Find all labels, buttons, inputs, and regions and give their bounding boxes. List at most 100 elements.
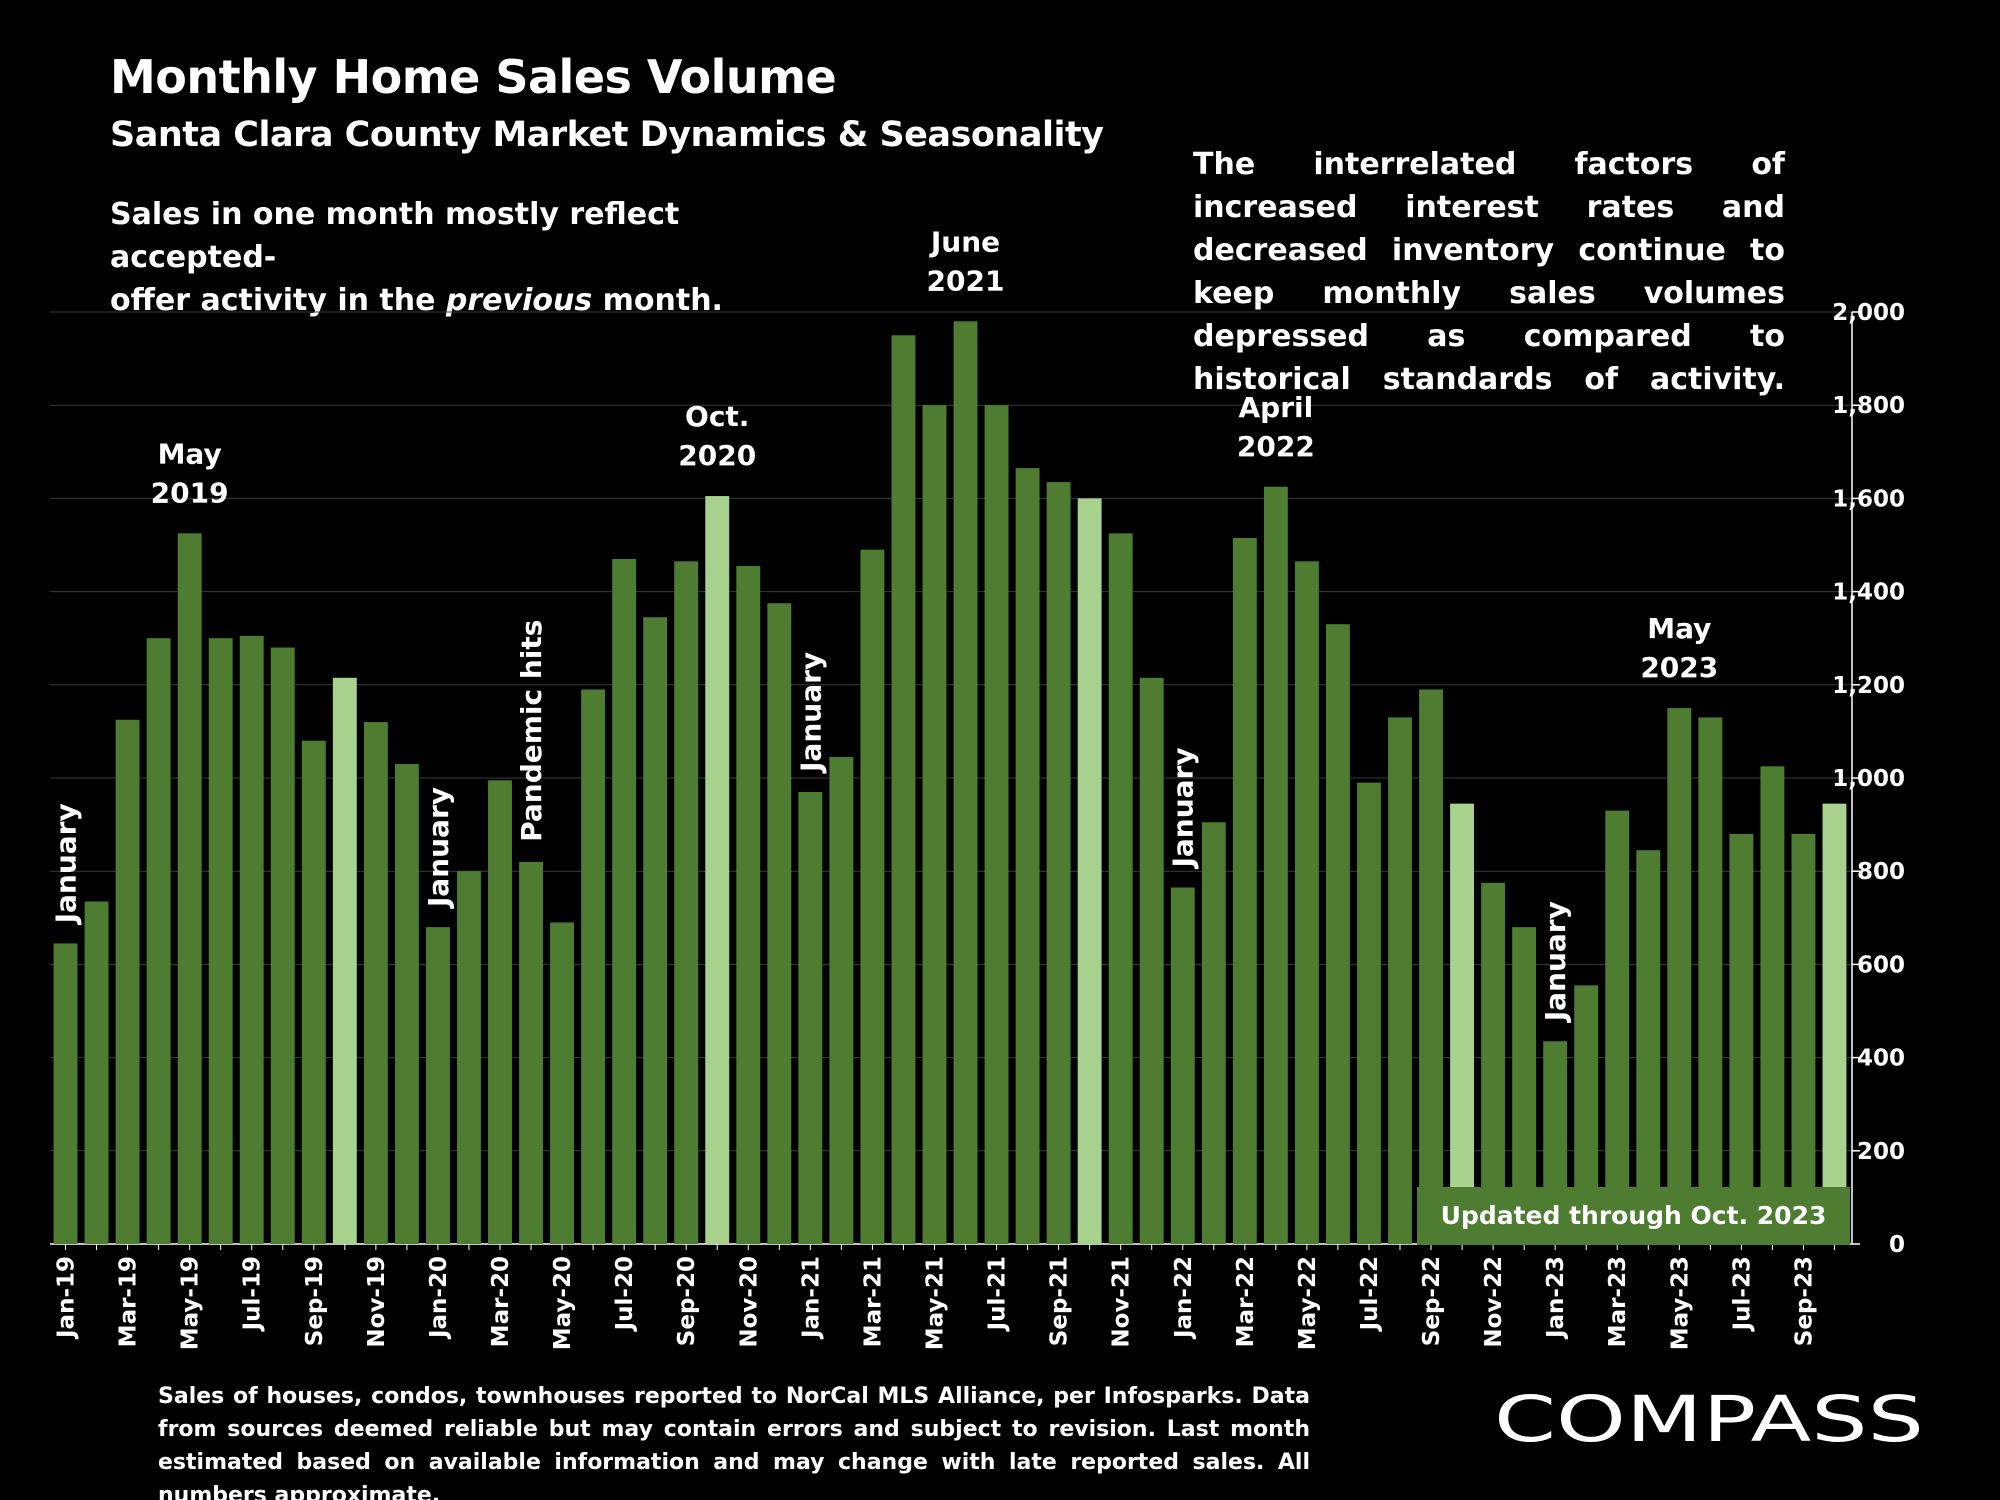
bar: [1729, 833, 1754, 1244]
bar: [115, 719, 140, 1244]
annotation-label: Pandemic hits: [515, 620, 548, 842]
y-tick-label: 200: [1857, 1139, 1905, 1165]
bar: [798, 791, 823, 1244]
bar: [1605, 810, 1630, 1244]
bar: [550, 922, 575, 1244]
x-tick-label: Nov-22: [1481, 1256, 1507, 1348]
y-tick-label: 1,000: [1832, 766, 1905, 792]
bar: [705, 496, 730, 1244]
x-tick-label: May-23: [1667, 1256, 1693, 1350]
x-tick-label: Jul-20: [612, 1256, 638, 1332]
x-tick-label: Jan-19: [54, 1256, 80, 1340]
bar: [1325, 624, 1350, 1244]
bar: [1698, 717, 1723, 1244]
bar: [1388, 717, 1412, 1244]
bar: [177, 533, 202, 1244]
bar: [922, 405, 947, 1244]
bar: [146, 638, 171, 1244]
annotation-label: June: [929, 225, 1000, 258]
x-tick-label: Sep-20: [674, 1256, 700, 1346]
y-tick-label: 400: [1857, 1046, 1905, 1072]
bar: [860, 549, 885, 1244]
bar: [1077, 498, 1102, 1244]
y-tick-label: 600: [1857, 952, 1905, 978]
x-tick-label: Jan-22: [1171, 1256, 1197, 1340]
annotation-label: January: [794, 652, 827, 774]
bar: [208, 638, 233, 1244]
y-tick-label: 1,400: [1832, 580, 1905, 606]
annotation-label: May: [158, 437, 222, 470]
bar: [84, 901, 109, 1244]
bar: [457, 871, 481, 1244]
bar: [488, 780, 512, 1244]
y-tick-label: 1,600: [1832, 486, 1905, 512]
compass-logo: COMPASS: [1494, 1383, 1924, 1453]
note-left-line1: Sales in one month mostly reflect accept…: [110, 197, 680, 275]
annotation-label: April: [1239, 391, 1314, 424]
bar: [1294, 561, 1319, 1244]
x-tick-label: May-21: [922, 1256, 948, 1350]
bar: [643, 617, 668, 1244]
annotation-label: Oct.: [685, 400, 749, 433]
bar: [953, 321, 978, 1244]
x-tick-label: Sep-22: [1419, 1256, 1445, 1346]
bar: [332, 677, 357, 1244]
bar: [53, 943, 78, 1244]
annotation-label: January: [422, 787, 455, 909]
annotation-label: 2020: [678, 439, 756, 472]
x-tick-label: May-19: [178, 1256, 204, 1350]
y-tick-label: 1,200: [1832, 673, 1905, 699]
x-tick-label: Jan-23: [1543, 1256, 1569, 1340]
annotation-label: 2019: [151, 476, 229, 509]
bar: [891, 335, 916, 1244]
bar: [1667, 708, 1692, 1244]
chart-title: Monthly Home Sales Volume: [110, 50, 837, 104]
x-tick-label: Jan-21: [798, 1256, 824, 1340]
bar: [674, 561, 699, 1244]
bar: [612, 558, 637, 1244]
bar: [1791, 833, 1816, 1244]
bar: [1636, 850, 1661, 1244]
bar: [581, 689, 606, 1244]
bar: [239, 635, 264, 1244]
y-tick-label: 0: [1889, 1232, 1905, 1258]
x-tick-label: Mar-21: [860, 1256, 886, 1347]
bar: [1139, 677, 1164, 1244]
x-tick-label: May-22: [1295, 1256, 1321, 1350]
bar: [1450, 803, 1475, 1244]
bar: [1108, 533, 1133, 1244]
y-tick-label: 2,000: [1832, 300, 1905, 326]
annotation-label: January: [1167, 747, 1200, 869]
chart-subtitle: Santa Clara County Market Dynamics & Sea…: [110, 115, 1104, 155]
x-tick-label: Nov-19: [364, 1256, 390, 1348]
bar: [301, 740, 326, 1244]
annotation-label: January: [50, 803, 83, 925]
annotation-label: 2021: [927, 264, 1005, 297]
bar: [1015, 468, 1040, 1244]
annotation-label: 2023: [1640, 651, 1718, 684]
x-tick-label: Jul-19: [240, 1256, 266, 1332]
updated-badge: Updated through Oct. 2023: [1417, 1187, 1850, 1245]
note-right: The interrelated factors of increased in…: [1193, 147, 1785, 397]
x-tick-label: Mar-19: [116, 1256, 142, 1347]
annotation-label: May: [1647, 612, 1711, 645]
x-tick-label: Jul-23: [1729, 1256, 1755, 1332]
bar: [425, 927, 450, 1244]
bar: [394, 764, 419, 1244]
bar: [1574, 985, 1599, 1244]
bar: [1170, 887, 1195, 1244]
x-tick-label: May-20: [550, 1256, 576, 1350]
bar: [984, 405, 1009, 1244]
bar: [1232, 538, 1257, 1244]
bar: [519, 861, 543, 1244]
y-tick-label: 1,800: [1832, 393, 1905, 419]
bar: [1481, 882, 1506, 1244]
bar: [1263, 486, 1288, 1244]
x-tick-label: Sep-23: [1791, 1256, 1817, 1346]
bar: [1419, 689, 1443, 1244]
x-tick-label: Nov-20: [736, 1256, 762, 1348]
bar: [829, 757, 854, 1244]
footer-note: Sales of houses, condos, townhouses repo…: [158, 1384, 1310, 1500]
